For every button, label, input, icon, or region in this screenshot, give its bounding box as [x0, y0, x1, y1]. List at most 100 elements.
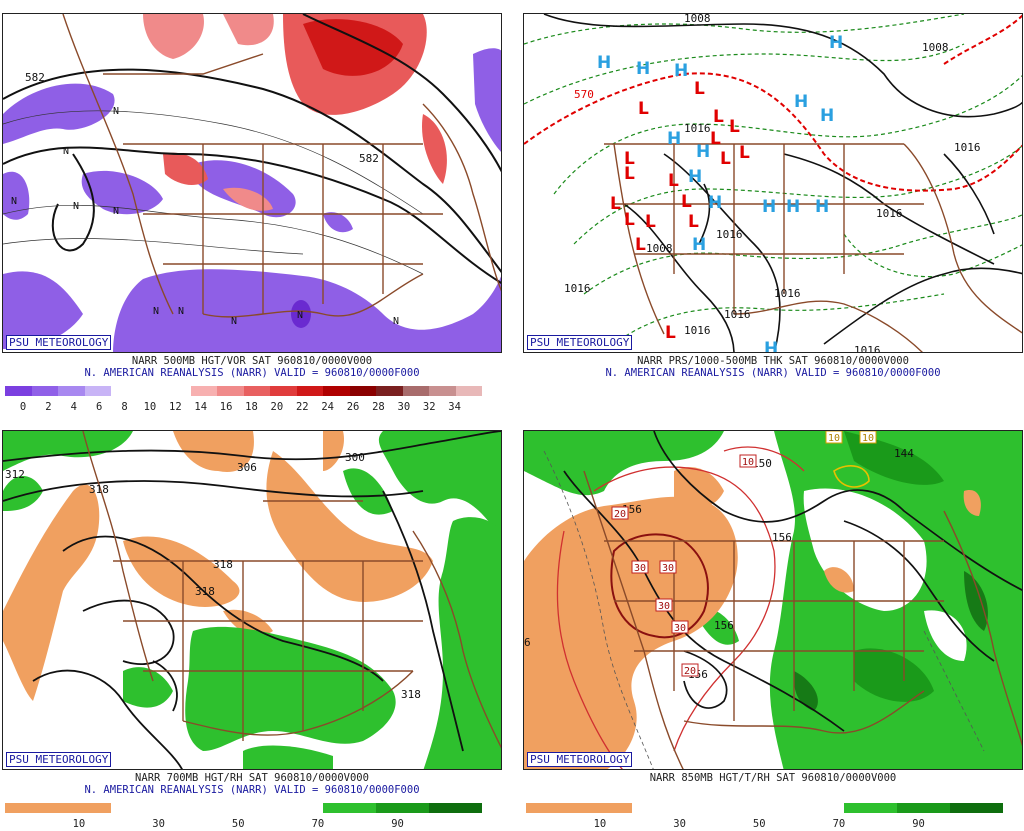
colorbar-tick-label: 4 — [70, 401, 77, 413]
svg-text:1016: 1016 — [876, 207, 903, 220]
map-850mb-temp-rh: 150 144 156 156 156 156 6 10101020303030… — [523, 430, 1023, 770]
svg-text:150: 150 — [752, 457, 772, 470]
svg-text:1016: 1016 — [954, 141, 981, 154]
colorbar-swatch — [5, 386, 32, 396]
svg-text:318: 318 — [213, 558, 233, 571]
temperature-label: 30 — [634, 563, 646, 574]
colorbar-swatch — [164, 386, 191, 396]
temperature-label: 10 — [862, 433, 874, 444]
colorbar-tick-label: 34 — [448, 401, 461, 413]
svg-text:318: 318 — [89, 483, 109, 496]
temperature-label: 30 — [658, 601, 670, 612]
svg-text:582: 582 — [25, 71, 45, 84]
colorbar-swatch — [58, 386, 85, 396]
svg-text:306: 306 — [237, 461, 257, 474]
map-caption-valid: N. AMERICAN REANALYSIS (NARR) VALID = 96… — [605, 367, 941, 379]
map-caption-valid: N. AMERICAN REANALYSIS (NARR) VALID = 96… — [84, 784, 420, 796]
colorbar-tick-label: 30 — [673, 818, 686, 830]
svg-text:N: N — [113, 106, 119, 117]
colorbar-swatch — [111, 803, 164, 813]
colorbar-tick-label: 28 — [372, 401, 385, 413]
low-pressure-marker: L — [710, 129, 721, 149]
colorbar-swatch — [579, 803, 632, 813]
colorbar-tick-label: 22 — [295, 401, 309, 413]
colorbar-swatch — [429, 386, 456, 396]
colorbar-tick-label: 26 — [346, 401, 360, 413]
vorticity-map-graphic: 582 582 N N N N N N N N N N — [3, 14, 501, 352]
rh850-map-graphic: 150 144 156 156 156 156 6 10101020303030… — [524, 431, 1022, 769]
map-700mb-rh: 312 318 306 300 318 318 318 PSU METEOROL… — [2, 430, 502, 770]
low-pressure-marker: L — [624, 210, 635, 230]
psu-meteorology-badge: PSU METEOROLOGY — [6, 752, 112, 767]
high-pressure-marker: H — [764, 339, 778, 353]
low-pressure-marker: L — [713, 107, 724, 127]
svg-text:1016: 1016 — [774, 287, 801, 300]
svg-text:312: 312 — [5, 468, 25, 481]
svg-text:318: 318 — [195, 585, 215, 598]
colorbar-tick-label: 12 — [169, 401, 182, 413]
rh-colorbar-ticks: 10 30 50 70 90 — [526, 818, 1003, 831]
colorbar-tick-label: 90 — [391, 818, 404, 830]
svg-text:1016: 1016 — [724, 308, 751, 321]
svg-text:570: 570 — [574, 88, 594, 101]
colorbar-swatch — [402, 386, 429, 396]
colorbar-swatch — [526, 803, 579, 813]
colorbar-tick-label: 10 — [143, 401, 157, 413]
colorbar-swatch — [58, 803, 111, 813]
high-pressure-marker: H — [829, 33, 843, 53]
colorbar-swatch — [164, 803, 217, 813]
colorbar-swatch — [217, 803, 270, 813]
svg-text:N: N — [393, 316, 399, 327]
temperature-label: 20 — [684, 666, 696, 677]
colorbar-tick-label: 20 — [270, 401, 284, 413]
svg-text:N: N — [73, 201, 79, 212]
svg-text:N: N — [113, 206, 119, 217]
temperature-label-box — [739, 454, 757, 468]
colorbar-swatch — [217, 386, 244, 396]
high-pressure-marker: H — [762, 197, 776, 217]
colorbar-swatch — [897, 803, 950, 813]
low-pressure-marker: L — [739, 143, 750, 163]
colorbar-swatch — [270, 386, 297, 396]
svg-text:1016: 1016 — [564, 282, 591, 295]
colorbar-tick-label: 30 — [397, 401, 411, 413]
svg-text:N: N — [63, 146, 69, 157]
temperature-label-box — [825, 431, 843, 444]
temperature-label: 10 — [828, 433, 840, 444]
high-pressure-marker: H — [820, 106, 834, 126]
low-pressure-marker: L — [610, 194, 621, 214]
colorbar-tick-label: 70 — [832, 818, 846, 830]
temperature-label-box — [859, 431, 877, 444]
svg-text:1016: 1016 — [684, 122, 711, 135]
vorticity-colorbar — [5, 386, 482, 396]
map-caption-title: NARR PRS/1000-500MB THK SAT 960810/0000V… — [637, 355, 909, 367]
colorbar-tick-label: 10 — [72, 818, 86, 830]
colorbar-tick-label: 32 — [422, 401, 436, 413]
svg-text:300: 300 — [345, 451, 365, 464]
temperature-label-box — [655, 598, 673, 612]
svg-text:6: 6 — [524, 636, 531, 649]
temperature-label-box — [631, 560, 649, 574]
high-pressure-marker: H — [794, 92, 808, 112]
low-pressure-marker: L — [638, 99, 649, 119]
colorbar-swatch — [685, 803, 738, 813]
svg-text:1016: 1016 — [684, 324, 711, 337]
colorbar-swatch — [111, 386, 138, 396]
colorbar-tick-label: 2 — [45, 401, 52, 413]
temperature-label-box — [611, 506, 629, 520]
svg-text:N: N — [11, 196, 17, 207]
colorbar-tick-label: 70 — [311, 818, 325, 830]
colorbar-tick-label: 24 — [321, 401, 334, 413]
colorbar-swatch — [31, 386, 58, 396]
colorbar-swatch — [738, 803, 791, 813]
colorbar-tick-label: 0 — [19, 401, 27, 413]
map-caption-title: NARR 500MB HGT/VOR SAT 960810/0000V000 — [131, 355, 373, 367]
colorbar-tick-label: 50 — [231, 818, 245, 830]
colorbar-tick-label: 6 — [95, 401, 103, 413]
temperature-label-box — [681, 663, 699, 677]
high-pressure-marker: H — [688, 167, 702, 187]
colorbar-swatch — [5, 803, 58, 813]
low-pressure-marker: L — [624, 164, 635, 184]
colorbar-tick-label: 30 — [152, 818, 165, 830]
